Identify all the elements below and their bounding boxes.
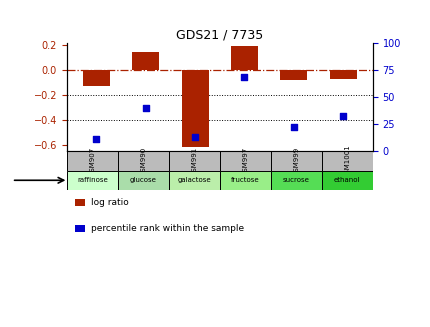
Text: GSM990: GSM990: [140, 146, 146, 176]
Title: GDS21 / 7735: GDS21 / 7735: [176, 28, 263, 41]
Bar: [117, 171, 169, 190]
Bar: [169, 151, 219, 171]
Bar: [280, 70, 307, 80]
Text: fructose: fructose: [230, 177, 259, 183]
Bar: [67, 151, 117, 171]
Text: log ratio: log ratio: [91, 198, 129, 207]
Bar: [270, 151, 321, 171]
Bar: [321, 151, 372, 171]
Text: GSM907: GSM907: [89, 146, 95, 176]
Bar: [83, 70, 110, 86]
Point: [240, 75, 247, 80]
Text: GSM1001: GSM1001: [344, 144, 350, 178]
Point: [290, 125, 297, 130]
Text: percentile rank within the sample: percentile rank within the sample: [91, 224, 244, 233]
Bar: [132, 53, 159, 70]
Bar: [117, 151, 169, 171]
Bar: [67, 171, 117, 190]
Bar: [270, 171, 321, 190]
Text: GSM991: GSM991: [191, 146, 197, 176]
Bar: [230, 46, 258, 70]
Text: GSM997: GSM997: [242, 146, 248, 176]
Text: GSM999: GSM999: [293, 146, 298, 176]
Point: [142, 105, 149, 110]
Point: [93, 137, 100, 142]
Bar: [219, 151, 270, 171]
Text: glucose: glucose: [129, 177, 157, 183]
Text: sucrose: sucrose: [282, 177, 309, 183]
Bar: [169, 171, 219, 190]
Bar: [181, 70, 208, 147]
Bar: [321, 171, 372, 190]
Text: galactose: galactose: [177, 177, 211, 183]
Bar: [219, 171, 270, 190]
Bar: [329, 70, 356, 79]
Point: [339, 114, 346, 119]
Point: [191, 134, 198, 140]
Text: raffinose: raffinose: [77, 177, 108, 183]
Text: ethanol: ethanol: [333, 177, 360, 183]
